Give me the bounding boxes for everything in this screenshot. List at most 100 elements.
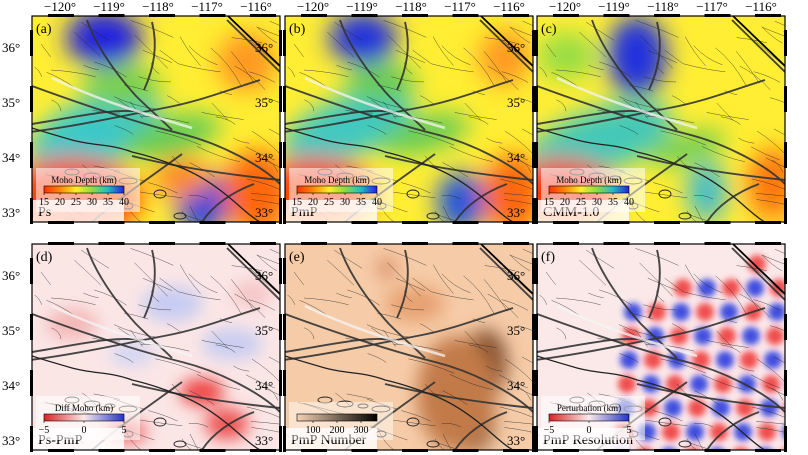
colorbar-tick-label: 20 — [55, 197, 65, 208]
state-border — [227, 244, 280, 295]
longitude-label: −118° — [142, 0, 174, 14]
checker-cell — [740, 351, 758, 369]
latitude-label: 33° — [507, 433, 525, 448]
anomaly — [345, 62, 417, 102]
colorbar-tick-label: 15 — [39, 197, 49, 208]
anomaly — [82, 64, 162, 108]
map-field — [32, 16, 280, 222]
map-field — [32, 244, 280, 450]
colorbar: Moho Depth (km) 15 20 25 30 35 40 — [289, 168, 393, 212]
san-andreas-highlight — [304, 76, 446, 130]
island — [426, 440, 440, 448]
island — [317, 396, 333, 404]
island — [658, 189, 672, 199]
panel-letter: (c) — [541, 22, 557, 37]
panel-letter: (f) — [541, 250, 555, 265]
checker-cell — [746, 279, 764, 297]
latitude-label: 34° — [255, 378, 273, 393]
checker-cell — [742, 327, 760, 345]
island — [678, 212, 692, 220]
san-andreas-highlight — [556, 304, 698, 358]
checker-cell — [624, 303, 642, 321]
colorbar-tick-label: 20 — [308, 197, 318, 208]
coastline — [32, 355, 261, 450]
anomaly — [377, 258, 397, 278]
checker-cell — [784, 403, 785, 413]
checker-cell — [722, 279, 740, 297]
colorbar-title: Moho Depth (km) — [556, 175, 622, 185]
anomaly — [607, 16, 667, 96]
state-border — [480, 244, 533, 295]
latitude-label: 35° — [255, 323, 273, 338]
latitude-label: 36° — [507, 40, 525, 55]
anomaly — [32, 92, 161, 176]
colorbar-tick-label: 40 — [624, 197, 634, 208]
checker-cell — [718, 327, 736, 345]
checker-cell — [794, 279, 808, 297]
colorbar-tick-label: 15 — [544, 197, 554, 208]
checker-cell — [664, 399, 682, 417]
checker-cell — [638, 447, 652, 450]
longitude-labels: −120° −119° −118° −117° −116° −120° −119° −118°… — [44, 0, 777, 14]
island — [678, 440, 692, 448]
anomaly — [154, 158, 210, 198]
checker-cell — [738, 375, 756, 393]
anomaly — [648, 129, 726, 167]
latitude-label: 34° — [2, 378, 20, 393]
colorbar-title: Moho Depth (km) — [304, 175, 370, 185]
latitude-label: 34° — [507, 378, 525, 393]
anomaly — [232, 280, 272, 308]
checker-cell — [720, 303, 738, 321]
anomaly — [380, 112, 470, 156]
checker-cell — [760, 399, 778, 417]
checker-cell — [620, 351, 638, 369]
anomaly — [110, 342, 154, 366]
checker-cell — [764, 351, 782, 369]
latitude-label: 36° — [2, 40, 20, 55]
panel-letter: (a) — [36, 22, 52, 37]
state-border — [227, 16, 280, 67]
checker-cell — [768, 303, 785, 321]
coastline — [285, 127, 514, 222]
latitude-label: 33° — [2, 205, 20, 220]
colorbar: Perturbation (km) −5 0 5 — [541, 396, 645, 440]
latitude-label: 35° — [2, 323, 20, 338]
island — [426, 212, 440, 220]
colorbar-tick-label: −5 — [544, 425, 555, 436]
checker-cell — [714, 375, 732, 393]
latitude-label: 33° — [2, 433, 20, 448]
longitude-label: −116° — [745, 0, 777, 14]
anomaly — [385, 286, 445, 322]
colorbar-tick-label: 100 — [306, 425, 321, 436]
checker-cell — [762, 375, 780, 393]
island — [406, 189, 420, 199]
anomaly — [329, 16, 397, 64]
field-anomalies — [285, 16, 533, 222]
coastline — [537, 127, 766, 222]
checker-cell — [792, 303, 808, 321]
panel-letter: (d) — [36, 250, 53, 265]
fault-lines — [285, 247, 533, 450]
colorbar-bar — [296, 185, 378, 194]
checker-cell — [698, 279, 716, 297]
colorbar-bar — [548, 413, 630, 422]
latitude-label: 35° — [255, 95, 273, 110]
frame-ticks — [535, 242, 787, 452]
coastline — [32, 127, 261, 222]
longitude-label: −118° — [395, 0, 427, 14]
coastline — [285, 355, 514, 450]
latitude-label: 36° — [255, 268, 273, 283]
colorbar-bar — [43, 413, 125, 422]
latitude-label: 33° — [255, 205, 273, 220]
checker-cell — [618, 375, 636, 393]
colorbar-tick-label: 30 — [340, 197, 350, 208]
anomaly — [687, 162, 727, 222]
colorbar-title: Perturbation (km) — [557, 403, 621, 413]
colorbar: Diff Moho (km) −5 0 5 — [36, 396, 140, 440]
san-andreas-highlight — [51, 304, 193, 358]
colorbar-tick-label: 200 — [330, 425, 345, 436]
